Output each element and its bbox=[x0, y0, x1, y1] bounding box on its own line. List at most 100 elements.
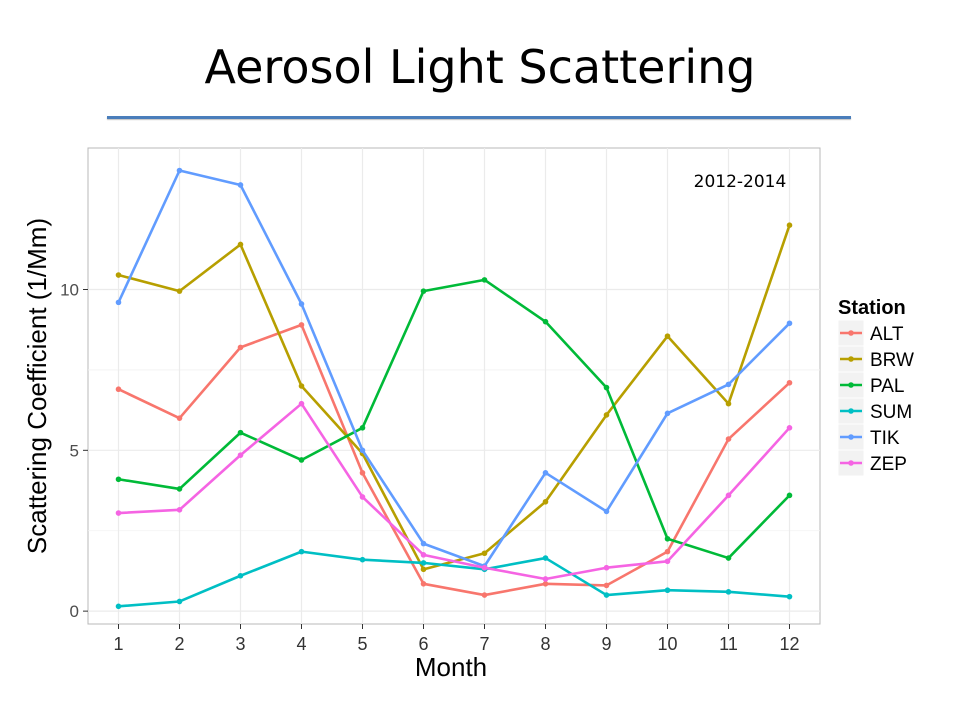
data-point bbox=[176, 507, 183, 513]
chart-annotation: 2012-2014 bbox=[694, 172, 787, 192]
data-point bbox=[237, 572, 244, 579]
data-point bbox=[237, 429, 244, 436]
series-tik bbox=[115, 167, 793, 569]
series-alt bbox=[115, 322, 793, 598]
legend-item-pal: PAL bbox=[837, 371, 905, 399]
data-point bbox=[786, 379, 793, 386]
data-point bbox=[115, 476, 122, 483]
legend-item-alt: ALT bbox=[837, 319, 904, 347]
series-zep bbox=[115, 400, 793, 582]
y-axis-label: Scattering Coefficient (1/Mm) bbox=[22, 218, 52, 554]
data-point bbox=[725, 381, 732, 388]
data-point bbox=[481, 277, 488, 283]
x-tick-label: 5 bbox=[357, 634, 367, 654]
y-axis-ticks: 0 5 10 bbox=[60, 281, 88, 621]
legend-item-brw: BRW bbox=[837, 345, 914, 373]
legend: Station ALT BRW PAL SUM TIK ZEP bbox=[837, 297, 914, 477]
data-point bbox=[786, 222, 793, 228]
data-point bbox=[176, 486, 183, 492]
data-point bbox=[359, 470, 366, 476]
data-point bbox=[420, 540, 427, 547]
data-point bbox=[298, 400, 305, 407]
data-point bbox=[237, 452, 244, 458]
series-line bbox=[117, 169, 791, 568]
data-point bbox=[115, 603, 122, 610]
x-tick-label: 12 bbox=[779, 634, 799, 654]
series-line bbox=[118, 278, 791, 560]
data-point bbox=[115, 272, 122, 278]
y-tick-label: 10 bbox=[60, 281, 79, 300]
y-tick-label: 5 bbox=[70, 441, 79, 460]
legend-key-point bbox=[848, 382, 854, 388]
series-line bbox=[118, 550, 790, 608]
data-point bbox=[603, 592, 610, 598]
legend-title: Station bbox=[838, 297, 906, 319]
data-point bbox=[603, 508, 610, 515]
data-point bbox=[298, 383, 305, 389]
x-tick-label: 9 bbox=[601, 634, 611, 654]
legend-item-zep: ZEP bbox=[837, 449, 907, 477]
data-point bbox=[664, 558, 671, 565]
data-point bbox=[481, 564, 488, 571]
data-point bbox=[542, 470, 549, 476]
x-tick-label: 1 bbox=[113, 634, 123, 654]
legend-key-point bbox=[848, 356, 854, 362]
legend-label: PAL bbox=[870, 376, 905, 397]
series-sum bbox=[115, 548, 793, 610]
data-point bbox=[725, 400, 732, 407]
data-point bbox=[115, 510, 122, 516]
legend-label: SUM bbox=[870, 402, 912, 423]
data-point bbox=[786, 425, 793, 431]
legend-label: BRW bbox=[870, 350, 914, 371]
data-point bbox=[786, 593, 793, 600]
series-pal bbox=[115, 277, 793, 561]
x-tick-label: 8 bbox=[540, 634, 550, 654]
data-point bbox=[542, 498, 549, 505]
x-tick-label: 6 bbox=[418, 634, 428, 654]
data-point bbox=[542, 318, 549, 325]
x-axis-label: Month bbox=[415, 652, 487, 682]
data-point bbox=[359, 494, 366, 500]
legend-label: ZEP bbox=[870, 454, 907, 475]
data-point bbox=[420, 580, 427, 587]
data-point bbox=[176, 167, 183, 174]
title-underline bbox=[107, 116, 851, 119]
data-point bbox=[664, 535, 671, 542]
data-point bbox=[359, 425, 366, 431]
data-point bbox=[176, 288, 183, 294]
legend-item-tik: TIK bbox=[837, 423, 900, 451]
x-tick-label: 2 bbox=[174, 634, 184, 654]
legend-key-point bbox=[848, 434, 854, 440]
data-point bbox=[664, 587, 671, 594]
data-point bbox=[359, 447, 366, 454]
legend-label: TIK bbox=[870, 428, 900, 449]
data-point bbox=[603, 582, 610, 589]
data-point bbox=[237, 241, 244, 248]
x-tick-label: 4 bbox=[296, 634, 306, 654]
data-point bbox=[725, 436, 732, 442]
legend-key-point bbox=[848, 408, 854, 414]
data-point bbox=[603, 564, 610, 571]
legend-label: ALT bbox=[870, 324, 904, 345]
series-lines bbox=[115, 167, 793, 610]
data-point bbox=[603, 412, 610, 418]
slide-title: Aerosol Light Scattering bbox=[204, 40, 756, 94]
data-point bbox=[298, 322, 305, 328]
data-point bbox=[115, 299, 122, 306]
legend-key-point bbox=[848, 330, 854, 336]
data-point bbox=[664, 410, 671, 417]
data-point bbox=[542, 580, 549, 587]
series-line bbox=[117, 323, 791, 597]
data-point bbox=[420, 288, 427, 294]
data-point bbox=[725, 589, 732, 595]
data-point bbox=[420, 552, 427, 558]
x-axis-ticks: 1 2 3 4 5 6 7 8 9 10 11 12 bbox=[113, 624, 800, 654]
x-tick-label: 7 bbox=[479, 634, 489, 654]
legend-item-sum: SUM bbox=[837, 397, 912, 425]
grid-lines bbox=[88, 148, 820, 624]
data-point bbox=[664, 333, 671, 339]
data-point bbox=[237, 344, 244, 351]
data-point bbox=[786, 320, 793, 327]
data-point bbox=[176, 415, 183, 421]
